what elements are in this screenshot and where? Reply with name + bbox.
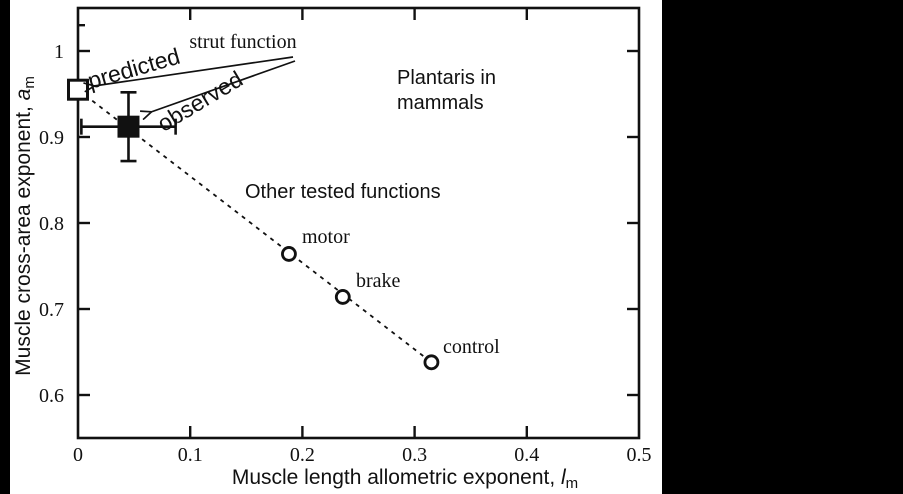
- point-observed-filled-square-marker: [117, 115, 140, 138]
- point-predicted-open-square-marker: [67, 78, 89, 101]
- x-axis-title: Muscle length allometric exponent, lm: [232, 466, 578, 492]
- point-motor-open-circle-marker: [281, 246, 297, 262]
- x-tick-label-0.4: 0.4: [514, 444, 539, 466]
- x-tick-label-0.3: 0.3: [402, 444, 427, 466]
- brake-label: brake: [356, 270, 401, 292]
- strut-function-label: strut function: [189, 31, 296, 53]
- control-label: control: [443, 336, 500, 358]
- point-brake-open-circle-marker: [334, 289, 351, 305]
- point-control-open-circle-marker: [423, 354, 440, 371]
- y-tick-label-1: 1: [54, 41, 64, 63]
- motor-label: motor: [302, 226, 350, 248]
- arrow-to-observed: [151, 60, 296, 112]
- x-tick-label-0.1: 0.1: [178, 444, 203, 466]
- x-tick-label-0.2: 0.2: [290, 444, 315, 466]
- x-tick-label-0: 0: [73, 444, 83, 466]
- other-functions-label: Other tested functions: [245, 181, 441, 203]
- plantaris-title-line2: mammals: [397, 92, 484, 114]
- y-tick-label-0.7: 0.7: [39, 299, 64, 321]
- arrow-to-predicted: [94, 56, 294, 86]
- y-tick-label-0.6: 0.6: [39, 385, 64, 407]
- y-tick-label-0.9: 0.9: [39, 127, 64, 149]
- plantaris-title-line1: Plantaris in: [397, 67, 496, 89]
- y-tick-label-0.8: 0.8: [39, 213, 64, 235]
- x-tick-label-0.5: 0.5: [627, 444, 652, 466]
- y-axis-title: Muscle cross-area exponent, am: [12, 76, 38, 376]
